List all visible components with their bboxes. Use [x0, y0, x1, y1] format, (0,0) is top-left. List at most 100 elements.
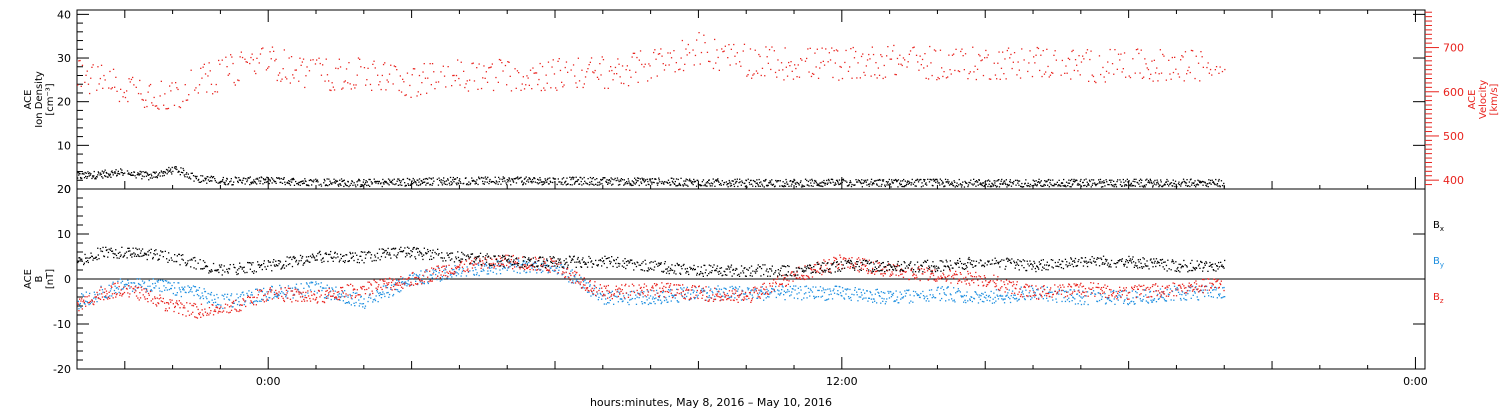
bz-point: [206, 312, 209, 314]
bz-point: [607, 297, 609, 299]
by-point: [126, 284, 128, 286]
velocity-point: [998, 51, 1000, 53]
velocity-point: [142, 99, 144, 101]
by-point: [955, 292, 957, 294]
bz-point: [309, 297, 311, 300]
density-point: [1148, 181, 1150, 183]
by-point: [671, 294, 674, 297]
density-point: [455, 178, 457, 180]
by-point: [415, 273, 417, 276]
by-point: [374, 299, 377, 302]
by-point: [434, 269, 436, 271]
bz-point: [93, 301, 95, 303]
velocity-point: [878, 74, 881, 76]
by-point: [1121, 290, 1123, 293]
by-point: [136, 278, 138, 280]
velocity-point: [862, 53, 864, 55]
by-point: [471, 263, 474, 265]
bz-point: [358, 294, 360, 296]
density-point: [207, 179, 210, 181]
by-point: [1024, 298, 1026, 301]
by-point: [267, 299, 269, 301]
density-point: [882, 180, 884, 182]
velocity-point: [614, 66, 617, 69]
bz-point: [381, 288, 383, 291]
density-point: [1036, 185, 1038, 187]
by-point: [1164, 300, 1166, 302]
by-point: [231, 306, 233, 308]
velocity-point: [426, 92, 428, 94]
density-point: [223, 183, 226, 185]
bz-point: [615, 289, 617, 291]
by-point: [658, 296, 660, 299]
by-point: [86, 301, 88, 303]
bz-point: [441, 271, 443, 273]
bz-point: [421, 280, 423, 282]
bz-point: [366, 288, 368, 291]
bz-point: [332, 290, 334, 292]
density-point: [926, 184, 928, 186]
velocity-point: [988, 78, 991, 80]
by-point: [1195, 286, 1197, 288]
bz-point: [532, 269, 534, 271]
by-point: [281, 290, 283, 293]
density-point: [691, 182, 693, 185]
velocity-point: [982, 74, 985, 77]
velocity-point: [478, 63, 480, 65]
velocity-point: [414, 68, 416, 70]
density-point: [804, 178, 807, 180]
velocity-point: [81, 64, 84, 66]
by-point: [130, 282, 132, 284]
bz-point: [216, 307, 219, 309]
density-point: [195, 176, 197, 178]
bz-point: [399, 284, 401, 286]
density-point: [779, 185, 781, 187]
density-point: [910, 184, 912, 186]
density-point: [134, 175, 136, 177]
velocity-point: [627, 85, 630, 87]
by-point: [765, 291, 767, 294]
density-point: [930, 178, 932, 181]
by-point: [497, 260, 499, 262]
bz-point: [448, 264, 450, 266]
density-point: [1100, 186, 1103, 188]
by-point: [1015, 297, 1018, 299]
density-point: [1191, 182, 1193, 184]
velocity-point: [238, 79, 240, 82]
by-point: [1185, 294, 1187, 296]
velocity-point: [219, 63, 221, 65]
velocity-point: [1007, 47, 1010, 49]
by-point: [507, 267, 509, 269]
density-point: [757, 185, 760, 187]
density-point: [1113, 180, 1115, 182]
density-point: [99, 172, 102, 174]
density-point: [944, 185, 946, 187]
density-point: [785, 178, 787, 181]
by-point: [1145, 294, 1147, 296]
by-point: [805, 292, 807, 294]
velocity-point: [980, 60, 982, 62]
density-point: [379, 183, 382, 185]
density-point: [599, 181, 601, 183]
bz-point: [643, 286, 645, 289]
by-point: [322, 287, 324, 289]
bz-point: [394, 288, 396, 291]
by-point: [1032, 289, 1034, 291]
velocity-point: [619, 76, 621, 78]
velocity-point: [514, 68, 516, 70]
density-point: [353, 182, 355, 184]
bz-point: [411, 272, 413, 274]
velocity-point: [659, 53, 661, 55]
density-point: [281, 182, 284, 184]
by-point: [531, 267, 533, 269]
by-point: [1096, 300, 1099, 303]
bz-point: [146, 298, 148, 300]
by-point: [690, 298, 692, 300]
by-point: [644, 302, 646, 304]
density-point: [1209, 182, 1211, 184]
velocity-point: [685, 48, 687, 50]
bz-point: [299, 291, 301, 293]
velocity-point: [1055, 59, 1057, 61]
density-point: [135, 177, 137, 179]
density-point: [538, 182, 541, 184]
